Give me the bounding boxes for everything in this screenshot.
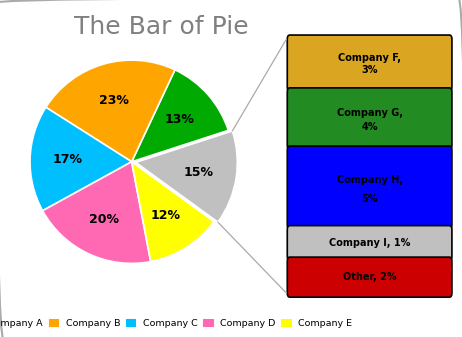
Text: Company I, 1%: Company I, 1% — [329, 238, 410, 248]
Text: 20%: 20% — [90, 213, 119, 226]
Wedge shape — [132, 70, 228, 162]
Text: 3%: 3% — [361, 65, 378, 75]
Text: 13%: 13% — [165, 113, 195, 126]
Text: 23%: 23% — [99, 94, 129, 107]
Text: Company H,: Company H, — [336, 175, 403, 185]
Text: 5%: 5% — [361, 194, 378, 204]
Wedge shape — [136, 131, 237, 222]
Text: 17%: 17% — [53, 153, 83, 166]
Text: Company G,: Company G, — [337, 108, 402, 118]
Wedge shape — [132, 162, 214, 262]
Text: Other, 2%: Other, 2% — [343, 272, 396, 282]
Text: 15%: 15% — [184, 166, 214, 179]
Wedge shape — [43, 162, 151, 264]
FancyBboxPatch shape — [287, 35, 452, 91]
Text: Company F,: Company F, — [338, 53, 401, 63]
Text: 12%: 12% — [151, 209, 181, 222]
Text: The Bar of Pie: The Bar of Pie — [74, 15, 249, 39]
Text: 4%: 4% — [361, 122, 378, 131]
FancyBboxPatch shape — [287, 88, 452, 149]
Wedge shape — [30, 107, 132, 211]
FancyBboxPatch shape — [287, 146, 452, 229]
FancyBboxPatch shape — [287, 257, 452, 297]
Legend: Company A, Company B, Company C, Company D, Company E: Company A, Company B, Company C, Company… — [0, 316, 355, 331]
Wedge shape — [46, 60, 175, 162]
FancyBboxPatch shape — [287, 226, 452, 260]
